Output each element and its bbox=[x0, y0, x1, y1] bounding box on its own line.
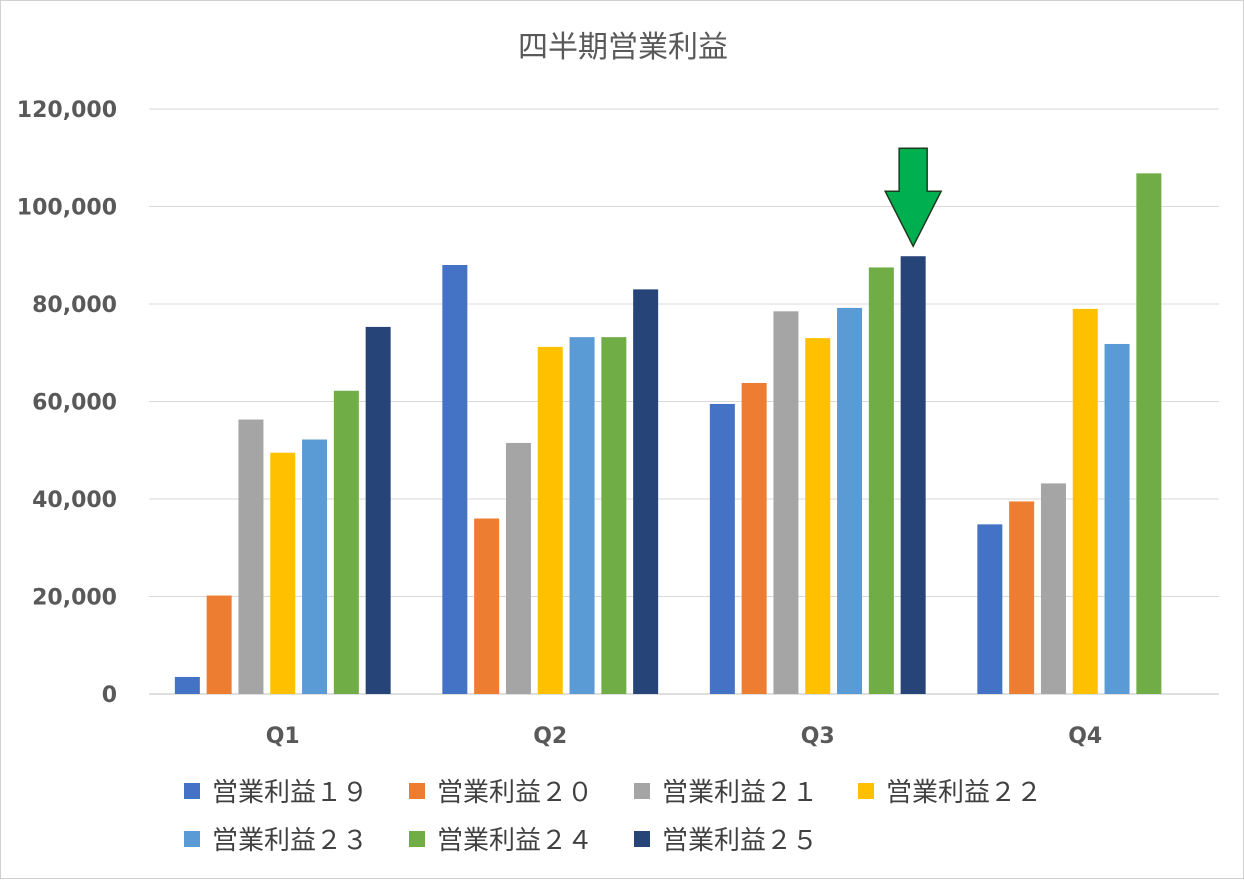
bar-q1-series-6 bbox=[333, 390, 359, 694]
y-tick-label: 40,000 bbox=[32, 488, 117, 513]
gridlines bbox=[149, 108, 1219, 695]
bar-q3-series-1 bbox=[709, 403, 735, 694]
y-tick-label: 80,000 bbox=[32, 293, 117, 318]
bar-q2-series-3 bbox=[505, 442, 531, 694]
bar-q2-series-5 bbox=[569, 337, 595, 694]
legend-swatch bbox=[409, 831, 425, 847]
annotation bbox=[883, 147, 943, 248]
legend-swatch bbox=[634, 783, 650, 799]
y-tick-label: 0 bbox=[102, 683, 117, 708]
bar-q4-series-6 bbox=[1136, 173, 1162, 695]
bar-q3-series-4 bbox=[805, 338, 831, 694]
bar-q1-series-3 bbox=[238, 419, 264, 694]
bar-q3-series-3 bbox=[773, 311, 799, 694]
bar-q1-series-1 bbox=[174, 676, 200, 694]
legend-label: 営業利益２５ bbox=[662, 826, 818, 856]
bar-q2-series-6 bbox=[601, 337, 627, 694]
y-tick-label: 100,000 bbox=[17, 196, 117, 221]
bar-q4-series-4 bbox=[1072, 308, 1098, 694]
legend: 営業利益１９ 営業利益２０ 営業利益２１ 営業利益２２ 営業利益２３ 営業利益２４ 営業利益… bbox=[184, 778, 1042, 856]
x-axis: Q1 Q2 Q3 Q4 bbox=[266, 724, 1103, 749]
bar-q2-series-1 bbox=[442, 265, 468, 694]
bar-q4-series-5 bbox=[1104, 343, 1130, 694]
bar-q2-series-7 bbox=[633, 289, 659, 694]
x-tick-label: Q3 bbox=[801, 724, 835, 749]
legend-swatch bbox=[184, 783, 200, 799]
bar-q1-series-4 bbox=[270, 452, 296, 694]
legend-label: 営業利益２０ bbox=[437, 778, 593, 808]
legend-swatch bbox=[858, 783, 874, 799]
bar-q4-series-3 bbox=[1040, 483, 1066, 694]
bar-q3-series-6 bbox=[868, 267, 894, 694]
y-tick-label: 20,000 bbox=[32, 586, 117, 611]
bar-q3-series-2 bbox=[741, 382, 767, 694]
bars bbox=[174, 173, 1162, 695]
arrow-down-icon bbox=[883, 147, 943, 248]
legend-swatch bbox=[184, 831, 200, 847]
legend-swatch bbox=[409, 783, 425, 799]
bar-q2-series-4 bbox=[537, 346, 563, 694]
bar-q4-series-2 bbox=[1009, 501, 1035, 694]
legend-label: 営業利益２２ bbox=[886, 778, 1042, 808]
bar-q1-series-7 bbox=[365, 326, 391, 694]
legend-label: 営業利益２４ bbox=[437, 826, 593, 856]
bar-q3-series-5 bbox=[837, 307, 863, 694]
bar-q1-series-5 bbox=[302, 439, 328, 694]
legend-swatch bbox=[634, 831, 650, 847]
legend-label: 営業利益２３ bbox=[212, 826, 368, 856]
x-tick-label: Q4 bbox=[1068, 724, 1102, 749]
x-tick-label: Q2 bbox=[533, 724, 567, 749]
chart-title: 四半期営業利益 bbox=[518, 30, 728, 65]
x-tick-label: Q1 bbox=[266, 724, 300, 749]
bar-q3-series-7 bbox=[900, 256, 926, 694]
bar-q1-series-2 bbox=[206, 595, 232, 694]
legend-label: 営業利益２１ bbox=[662, 778, 818, 808]
legend-label: 営業利益１９ bbox=[212, 778, 368, 808]
y-tick-label: 60,000 bbox=[32, 391, 117, 416]
y-tick-label: 120,000 bbox=[17, 98, 117, 123]
y-axis: 0 20,000 40,000 60,000 80,000 100,000 120,000 bbox=[17, 98, 117, 708]
bar-q4-series-1 bbox=[977, 524, 1003, 694]
bar-q2-series-2 bbox=[474, 518, 500, 694]
